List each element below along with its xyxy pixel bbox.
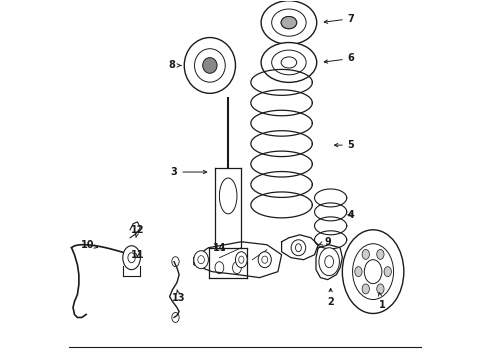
Text: 13: 13 bbox=[172, 290, 186, 302]
Ellipse shape bbox=[258, 252, 271, 268]
Text: 8: 8 bbox=[169, 60, 181, 71]
Text: 12: 12 bbox=[131, 225, 144, 238]
Text: 2: 2 bbox=[327, 288, 334, 306]
Text: 9: 9 bbox=[319, 237, 331, 247]
Ellipse shape bbox=[261, 1, 317, 45]
Ellipse shape bbox=[319, 248, 340, 276]
Ellipse shape bbox=[362, 284, 369, 294]
Text: 7: 7 bbox=[324, 14, 354, 24]
Ellipse shape bbox=[355, 267, 362, 276]
Ellipse shape bbox=[343, 230, 404, 314]
Text: 3: 3 bbox=[171, 167, 207, 177]
Text: 6: 6 bbox=[324, 54, 354, 63]
Ellipse shape bbox=[384, 267, 392, 276]
Text: 4: 4 bbox=[348, 210, 354, 220]
Text: 11: 11 bbox=[131, 250, 144, 260]
Ellipse shape bbox=[194, 251, 208, 269]
Ellipse shape bbox=[291, 240, 306, 256]
Ellipse shape bbox=[236, 252, 247, 268]
Ellipse shape bbox=[220, 178, 237, 214]
Text: 10: 10 bbox=[81, 240, 98, 250]
Text: 5: 5 bbox=[335, 140, 354, 150]
Ellipse shape bbox=[261, 42, 317, 82]
Ellipse shape bbox=[281, 17, 297, 29]
Ellipse shape bbox=[184, 37, 236, 93]
Ellipse shape bbox=[362, 249, 369, 259]
Ellipse shape bbox=[203, 58, 217, 73]
Ellipse shape bbox=[377, 284, 384, 294]
Ellipse shape bbox=[123, 246, 140, 270]
Text: 1: 1 bbox=[378, 293, 385, 310]
Ellipse shape bbox=[377, 249, 384, 259]
Text: 14: 14 bbox=[213, 243, 226, 253]
